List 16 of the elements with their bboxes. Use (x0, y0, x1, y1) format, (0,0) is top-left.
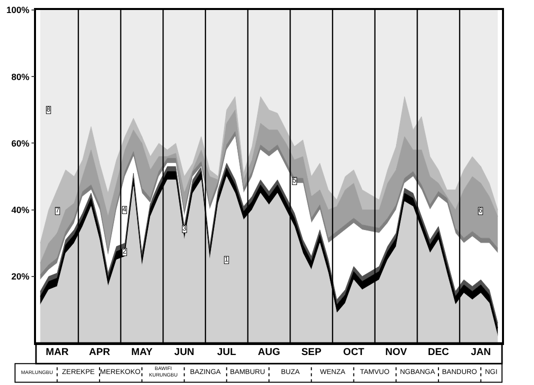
x-tick-label: NOV (385, 346, 408, 358)
y-tick-label: 40% (11, 204, 30, 215)
x-tick-label: SEP (301, 346, 322, 358)
x-tick-label: JUN (174, 346, 194, 358)
x-tick-label: AUG (258, 346, 280, 358)
x-tick-label: OCT (343, 346, 364, 358)
x-tick-label: MAR (46, 346, 70, 358)
y-tick-label: 20% (11, 272, 30, 282)
x-tick-label: DEC (428, 346, 450, 358)
y-tick-label: 80% (11, 72, 30, 82)
y-tick-label: 100% (6, 5, 30, 16)
x-tick-label: JUL (217, 346, 236, 358)
x-tick-label: APR (88, 346, 111, 358)
y-tick-label: 60% (11, 138, 30, 148)
x-tick-label: MAY (131, 346, 153, 358)
x-tick-label: JAN (470, 346, 491, 358)
